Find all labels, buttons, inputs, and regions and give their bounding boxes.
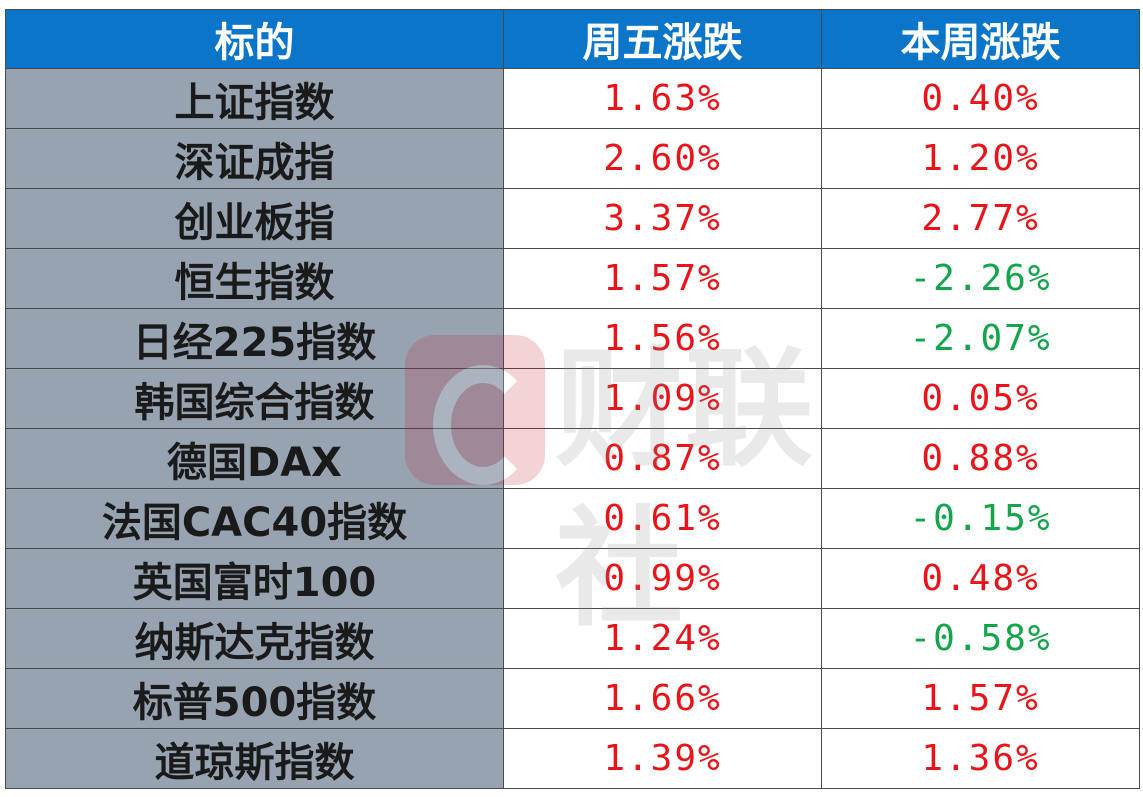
asset-name-cell: 标普500指数 bbox=[5, 668, 504, 729]
friday-change-cell: 1.24% bbox=[503, 608, 822, 669]
table-row: 标普500指数 1.66% 1.57% bbox=[5, 668, 1140, 729]
asset-name-cell: 恒生指数 bbox=[5, 248, 504, 309]
header-row: 标的 周五涨跌 本周涨跌 bbox=[5, 9, 1140, 69]
friday-change-cell: 1.56% bbox=[503, 308, 822, 369]
week-change-cell: -2.26% bbox=[821, 248, 1140, 309]
asset-name-cell: 纳斯达克指数 bbox=[5, 608, 504, 669]
asset-name-cell: 英国富时100 bbox=[5, 548, 504, 609]
week-change-cell: 0.05% bbox=[821, 368, 1140, 429]
week-change-cell: 0.88% bbox=[821, 428, 1140, 489]
week-change-cell: 1.20% bbox=[821, 128, 1140, 189]
table-row: 日经225指数 1.56% -2.07% bbox=[5, 308, 1140, 369]
table-row: 法国CAC40指数 0.61% -0.15% bbox=[5, 488, 1140, 549]
friday-change-cell: 1.57% bbox=[503, 248, 822, 309]
table-body: 上证指数 1.63% 0.40% 深证成指 2.60% 1.20% 创业板指 3.37% 2.7… bbox=[5, 68, 1140, 789]
week-change-cell: 0.48% bbox=[821, 548, 1140, 609]
asset-name-cell: 韩国综合指数 bbox=[5, 368, 504, 429]
table-row: 恒生指数 1.57% -2.26% bbox=[5, 248, 1140, 309]
friday-change-cell: 0.99% bbox=[503, 548, 822, 609]
asset-name-cell: 德国DAX bbox=[5, 428, 504, 489]
table-row: 韩国综合指数 1.09% 0.05% bbox=[5, 368, 1140, 429]
friday-change-cell: 1.63% bbox=[503, 68, 822, 129]
table-row: 英国富时100 0.99% 0.48% bbox=[5, 548, 1140, 609]
asset-name-cell: 日经225指数 bbox=[5, 308, 504, 369]
header-week-change: 本周涨跌 bbox=[821, 9, 1140, 69]
table-row: 上证指数 1.63% 0.40% bbox=[5, 68, 1140, 129]
friday-change-cell: 0.87% bbox=[503, 428, 822, 489]
friday-change-cell: 1.66% bbox=[503, 668, 822, 729]
friday-change-cell: 3.37% bbox=[503, 188, 822, 249]
week-change-cell: 1.57% bbox=[821, 668, 1140, 729]
friday-change-cell: 1.09% bbox=[503, 368, 822, 429]
week-change-cell: 0.40% bbox=[821, 68, 1140, 129]
table-row: 道琼斯指数 1.39% 1.36% bbox=[5, 728, 1140, 789]
week-change-cell: -2.07% bbox=[821, 308, 1140, 369]
week-change-cell: -0.58% bbox=[821, 608, 1140, 669]
asset-name-cell: 创业板指 bbox=[5, 188, 504, 249]
table-row: 深证成指 2.60% 1.20% bbox=[5, 128, 1140, 189]
header-friday-change: 周五涨跌 bbox=[503, 9, 822, 69]
table-row: 纳斯达克指数 1.24% -0.58% bbox=[5, 608, 1140, 669]
asset-name-cell: 深证成指 bbox=[5, 128, 504, 189]
week-change-cell: 1.36% bbox=[821, 728, 1140, 789]
week-change-cell: -0.15% bbox=[821, 488, 1140, 549]
table-header: 标的 周五涨跌 本周涨跌 bbox=[5, 9, 1140, 69]
friday-change-cell: 0.61% bbox=[503, 488, 822, 549]
friday-change-cell: 2.60% bbox=[503, 128, 822, 189]
asset-name-cell: 道琼斯指数 bbox=[5, 728, 504, 789]
table-container: 标的 周五涨跌 本周涨跌 上证指数 1.63% 0.40% 深证成指 2.60% 1.20… bbox=[5, 9, 1140, 789]
table-row: 德国DAX 0.87% 0.88% bbox=[5, 428, 1140, 489]
asset-name-cell: 上证指数 bbox=[5, 68, 504, 129]
friday-change-cell: 1.39% bbox=[503, 728, 822, 789]
market-change-table: 标的 周五涨跌 本周涨跌 上证指数 1.63% 0.40% 深证成指 2.60% 1.20… bbox=[5, 9, 1140, 789]
asset-name-cell: 法国CAC40指数 bbox=[5, 488, 504, 549]
table-row: 创业板指 3.37% 2.77% bbox=[5, 188, 1140, 249]
header-asset: 标的 bbox=[5, 9, 504, 69]
week-change-cell: 2.77% bbox=[821, 188, 1140, 249]
